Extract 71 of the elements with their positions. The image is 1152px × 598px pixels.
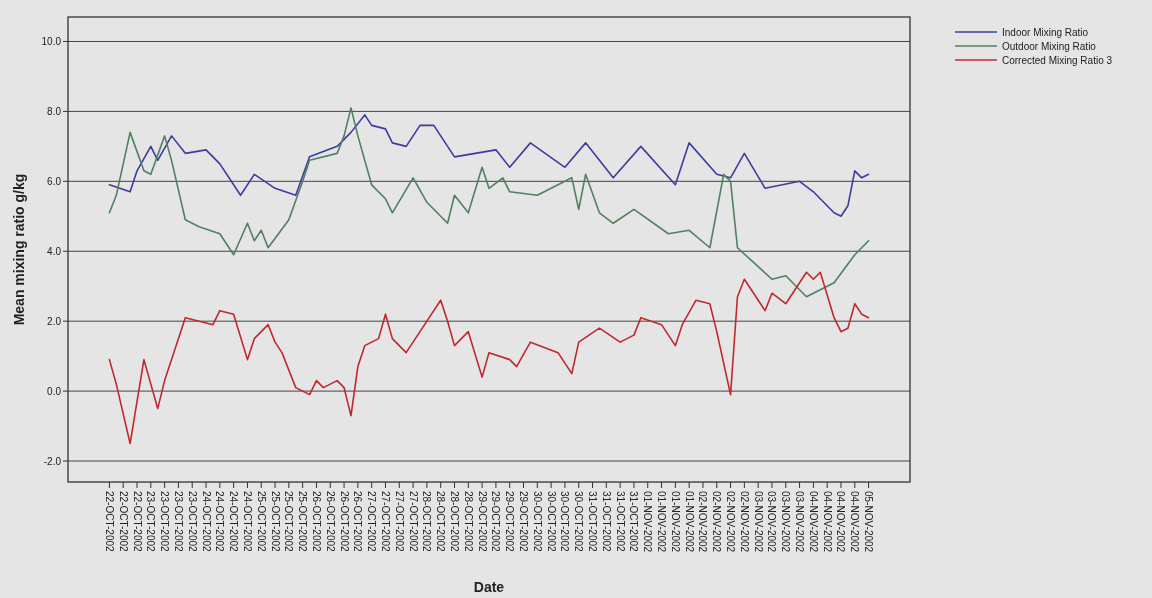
x-tick-label: 04-NOV-2002 — [835, 491, 847, 553]
x-tick-label: 30-OCT-2002 — [573, 491, 585, 553]
x-tick-label: 25-OCT-2002 — [269, 491, 281, 553]
x-tick-label: 22-OCT-2002 — [131, 491, 143, 553]
x-tick-label: 23-OCT-2002 — [159, 491, 171, 553]
x-tick-label: 03-NOV-2002 — [794, 491, 806, 553]
x-tick-label: 26-OCT-2002 — [324, 491, 336, 553]
x-tick-label: 03-NOV-2002 — [780, 491, 792, 553]
legend-label: Indoor Mixing Ratio — [1002, 26, 1089, 38]
x-tick-label: 02-NOV-2002 — [711, 491, 723, 553]
x-tick-label: 26-OCT-2002 — [338, 491, 350, 553]
x-tick-label: 01-NOV-2002 — [642, 491, 654, 553]
x-tick-label: 04-NOV-2002 — [821, 491, 833, 553]
x-tick-label: 30-OCT-2002 — [559, 491, 571, 553]
x-tick-label: 31-OCT-2002 — [614, 491, 626, 553]
x-tick-label: 30-OCT-2002 — [545, 491, 557, 553]
x-tick-label: 24-OCT-2002 — [200, 491, 212, 553]
line-series — [108, 107, 870, 298]
x-tick-label: 27-OCT-2002 — [407, 491, 419, 553]
x-tick-label: 27-OCT-2002 — [379, 491, 391, 553]
x-tick-label: 02-NOV-2002 — [697, 491, 709, 553]
x-tick-label: 28-OCT-2002 — [462, 491, 474, 553]
x-tick-label: 03-NOV-2002 — [766, 491, 778, 553]
x-tick-label: 24-OCT-2002 — [214, 491, 226, 553]
x-tick-label: 28-OCT-2002 — [435, 491, 447, 553]
x-tick-label: 01-NOV-2002 — [683, 491, 695, 553]
x-tick-label: 29-OCT-2002 — [490, 491, 502, 553]
y-tick-label: 0.0 — [47, 385, 62, 397]
line-series — [108, 271, 870, 445]
x-tick-label: 22-OCT-2002 — [117, 491, 129, 553]
x-axis-title: Date — [473, 579, 505, 595]
x-tick-label: 02-NOV-2002 — [725, 491, 737, 553]
x-tick-label: 31-OCT-2002 — [628, 491, 640, 553]
x-tick-label: 26-OCT-2002 — [310, 491, 322, 553]
x-tick-label: 31-OCT-2002 — [587, 491, 599, 553]
y-tick-label: -2.0 — [43, 455, 62, 467]
x-tick-label: 29-OCT-2002 — [504, 491, 516, 553]
legend-label: Outdoor Mixing Ratio — [1002, 40, 1097, 52]
x-tick-label: 23-OCT-2002 — [186, 491, 198, 553]
y-tick-label: 10.0 — [41, 35, 62, 47]
x-tick-label: 01-NOV-2002 — [656, 491, 668, 553]
x-tick-label: 29-OCT-2002 — [518, 491, 530, 553]
x-tick-label: 23-OCT-2002 — [172, 491, 184, 553]
x-tick-label: 22-OCT-2002 — [103, 491, 115, 553]
x-tick-label: 04-NOV-2002 — [849, 491, 861, 553]
x-tick-label: 28-OCT-2002 — [421, 491, 433, 553]
x-tick-label: 25-OCT-2002 — [255, 491, 267, 553]
x-tick-label: 27-OCT-2002 — [366, 491, 378, 553]
x-tick-label: 29-OCT-2002 — [476, 491, 488, 553]
y-axis-title: Mean mixing ratio g/kg — [11, 173, 27, 326]
x-tick-label: 05-NOV-2002 — [863, 491, 875, 553]
y-tick-label: 6.0 — [47, 175, 62, 187]
x-tick-label: 03-NOV-2002 — [752, 491, 764, 553]
x-tick-label: 01-NOV-2002 — [669, 491, 681, 553]
x-tick-label: 28-OCT-2002 — [448, 491, 460, 553]
x-tick-label: 25-OCT-2002 — [297, 491, 309, 553]
x-tick-label: 25-OCT-2002 — [283, 491, 295, 553]
y-tick-label: 4.0 — [47, 245, 62, 257]
y-tick-label: 8.0 — [47, 105, 62, 117]
y-tick-label: 2.0 — [47, 315, 62, 327]
x-tick-label: 04-NOV-2002 — [807, 491, 819, 553]
x-tick-label: 02-NOV-2002 — [738, 491, 750, 553]
x-tick-label: 24-OCT-2002 — [241, 491, 253, 553]
x-tick-label: 31-OCT-2002 — [600, 491, 612, 553]
x-tick-label: 27-OCT-2002 — [393, 491, 405, 553]
line-series — [108, 114, 870, 218]
x-tick-label: 26-OCT-2002 — [352, 491, 364, 553]
x-tick-label: 24-OCT-2002 — [228, 491, 240, 553]
x-tick-label: 30-OCT-2002 — [531, 491, 543, 553]
legend-label: Corrected Mixing Ratio 3 — [1002, 54, 1113, 66]
x-tick-label: 23-OCT-2002 — [145, 491, 157, 553]
